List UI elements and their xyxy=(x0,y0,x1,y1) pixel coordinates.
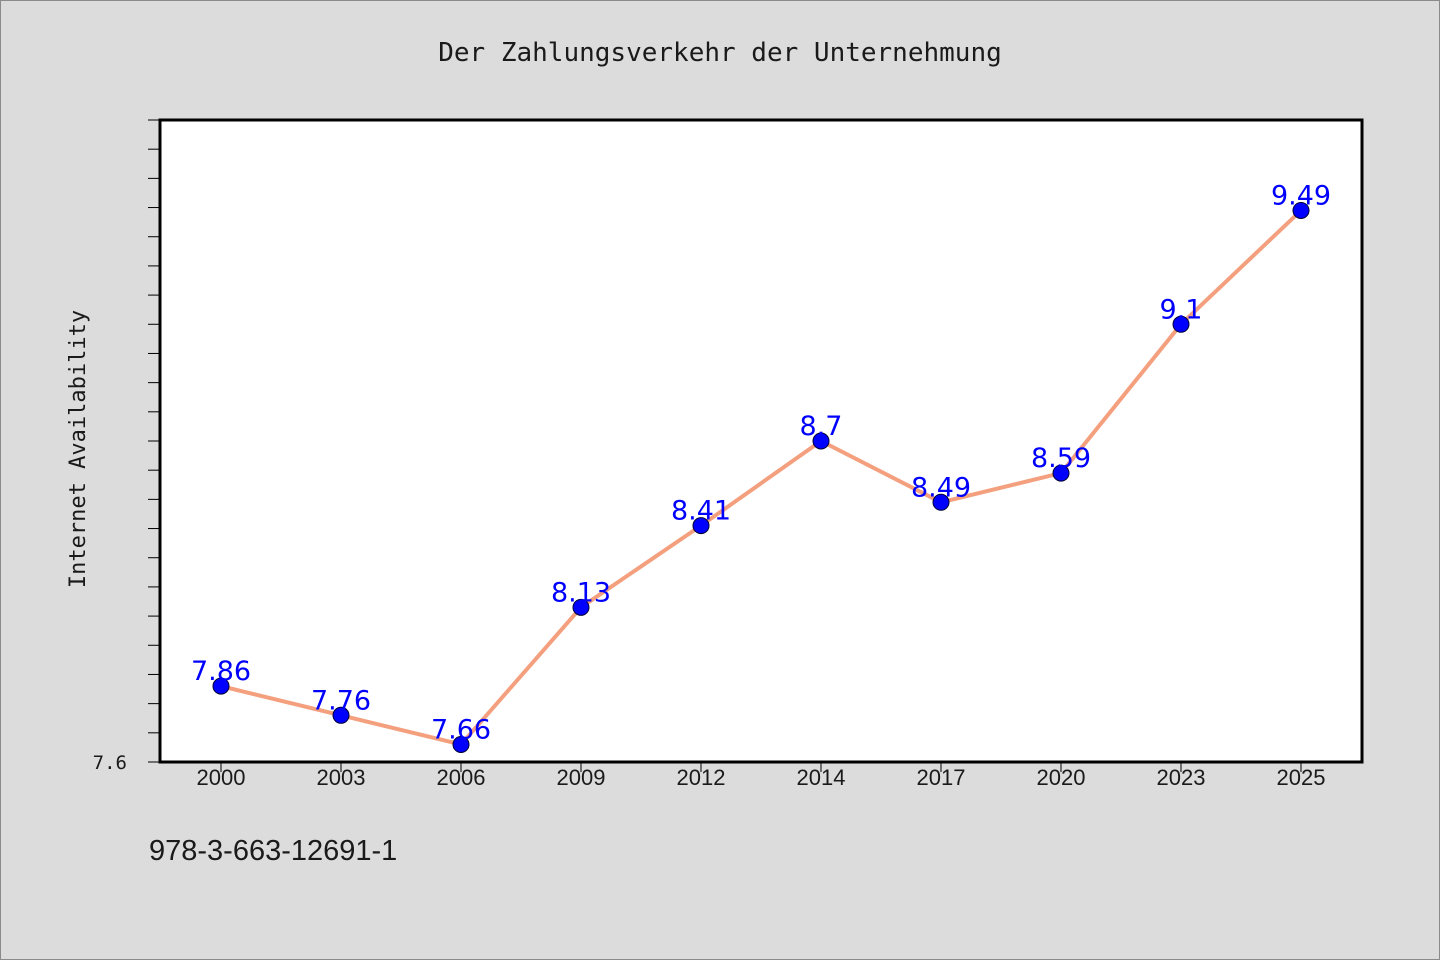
series-line xyxy=(219,208,1303,747)
data-label: 8.41 xyxy=(671,496,731,527)
data-point xyxy=(812,432,830,450)
data-label: 8.59 xyxy=(1031,443,1091,474)
x-tick-label: 2014 xyxy=(797,765,846,790)
series-layer: 7.86 7.76 7.66 8.13 8.41 8.7 8.49 8.59 9.1 9.49 xyxy=(191,180,1331,753)
data-point xyxy=(452,735,470,753)
data-label: 8.13 xyxy=(551,577,611,608)
data-label: 7.86 xyxy=(191,656,251,687)
plot-area xyxy=(158,118,1364,764)
data-label: 9.49 xyxy=(1271,180,1331,211)
data-label: 9.1 xyxy=(1160,294,1203,325)
y-tick-label: 7.6 xyxy=(93,752,127,774)
x-tick-label: 2000 xyxy=(197,765,246,790)
data-point xyxy=(932,493,950,511)
data-point xyxy=(572,598,590,616)
y-axis-ticks: 7.6 xyxy=(93,119,160,774)
isbn-footnote: 978-3-663-12691-1 xyxy=(149,835,398,867)
x-tick-label: 2023 xyxy=(1157,765,1206,790)
data-point xyxy=(1292,201,1310,219)
x-axis-ticks: 2000 2003 2006 2009 2012 2014 2017 2020 2023 2025 xyxy=(197,762,1326,790)
x-tick-label: 2020 xyxy=(1037,765,1086,790)
data-point xyxy=(1052,464,1070,482)
data-label: 8.49 xyxy=(911,472,971,503)
data-point xyxy=(212,677,230,695)
chart-title: Der Zahlungsverkehr der Unternehmung xyxy=(438,38,1002,68)
x-tick-label: 2009 xyxy=(557,765,606,790)
data-point xyxy=(692,517,710,535)
data-point xyxy=(332,706,350,724)
y-axis-label: Internet Availability xyxy=(66,310,91,588)
x-tick-label: 2017 xyxy=(917,765,966,790)
data-label: 7.66 xyxy=(431,714,491,745)
x-tick-label: 2025 xyxy=(1277,765,1326,790)
data-point xyxy=(1172,315,1190,333)
data-label: 7.76 xyxy=(311,685,371,716)
x-tick-label: 2006 xyxy=(437,765,486,790)
data-label: 8.7 xyxy=(800,411,843,442)
x-tick-label: 2003 xyxy=(317,765,366,790)
x-tick-label: 2012 xyxy=(677,765,726,790)
